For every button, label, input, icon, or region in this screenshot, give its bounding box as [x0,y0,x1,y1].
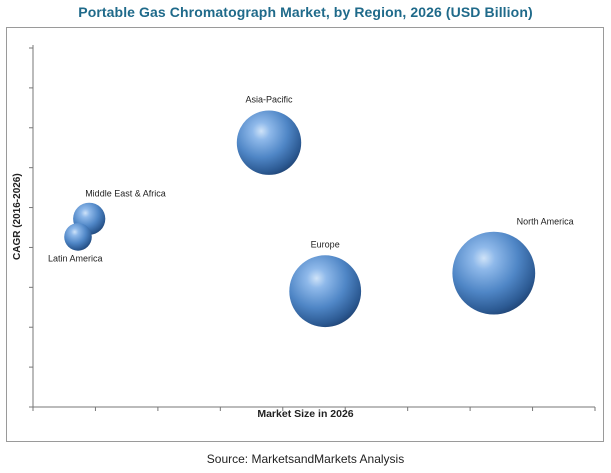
bubble-label: Middle East & Africa [85,189,166,199]
x-axis-label: Market Size in 2026 [257,408,354,420]
bubble-label: North America [517,217,574,227]
bubble-label: Latin America [48,254,103,264]
bubbles-group: Asia-Pacific Middle East & Africa Latin Am… [48,95,574,328]
y-axis-label: CAGR (2016-2026) [12,173,23,260]
bubble-asia-pacific [236,110,302,175]
bubble-label: Asia-Pacific [245,95,293,105]
chart-title: Portable Gas Chromatograph Market, by Re… [78,4,533,20]
source-note: Source: MarketsandMarkets Analysis [206,452,405,466]
bubble-latin-america [64,223,92,251]
bubble-europe [289,255,362,328]
bubble-label: Europe [311,239,340,249]
bubble-north-america [452,231,536,315]
axis-ticks [29,47,596,411]
